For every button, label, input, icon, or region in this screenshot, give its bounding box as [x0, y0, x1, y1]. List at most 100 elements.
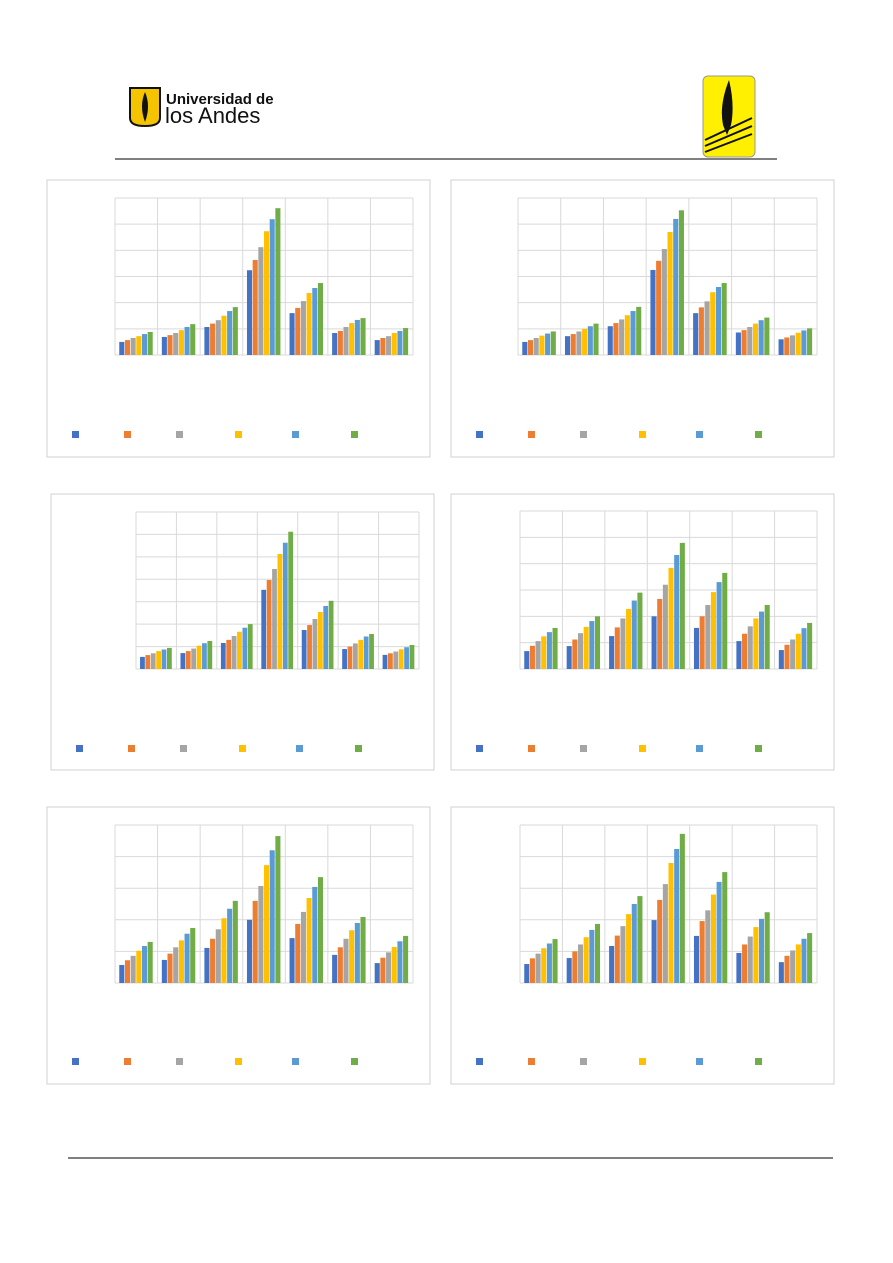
bar [277, 553, 283, 669]
legend-swatch [351, 431, 358, 438]
bar [231, 636, 237, 669]
bar [778, 962, 784, 983]
bar [180, 653, 186, 669]
bar [619, 319, 625, 355]
bar [704, 301, 710, 355]
chart-frame [46, 179, 431, 458]
bar [699, 616, 705, 669]
bar [141, 334, 148, 355]
bar [661, 249, 667, 355]
bar [807, 933, 813, 983]
legend-swatch [755, 1058, 762, 1065]
bar [282, 542, 288, 669]
legend-swatch [292, 1058, 299, 1065]
bar [741, 330, 747, 355]
bar [258, 885, 264, 983]
bar [667, 232, 673, 355]
legend-swatch [476, 431, 483, 438]
bar [594, 616, 601, 669]
bar [539, 335, 545, 355]
legend-swatch [76, 745, 83, 752]
bar [747, 936, 753, 983]
bar [572, 639, 578, 669]
bar [252, 260, 258, 355]
bar [343, 938, 349, 983]
bar [403, 328, 409, 355]
bar [637, 896, 643, 983]
bar [673, 218, 679, 355]
bar [354, 319, 360, 355]
legend-swatch [292, 431, 299, 438]
legend-swatch [528, 745, 535, 752]
bar [662, 884, 668, 983]
bar [790, 950, 796, 983]
bar [620, 926, 626, 983]
lab-logo-tree [721, 80, 733, 135]
university-logo: Universidad de los Andes [129, 87, 274, 128]
bar [609, 946, 615, 983]
lab-logo-rows [704, 117, 753, 153]
bar [552, 627, 558, 669]
bar [651, 920, 657, 983]
bar [246, 270, 253, 355]
bar [699, 921, 705, 983]
legend-swatch [176, 1058, 183, 1065]
bar [386, 952, 392, 983]
bar [589, 621, 595, 669]
bar [631, 600, 637, 669]
bar [637, 592, 643, 669]
bar [614, 935, 620, 983]
bar [630, 311, 636, 355]
bar [220, 642, 226, 669]
bar [594, 923, 601, 983]
bar [624, 315, 630, 355]
legend-swatch [296, 745, 303, 752]
bar [527, 340, 534, 355]
bar [570, 334, 576, 355]
logo-line2: los Andes [165, 103, 260, 128]
bar [404, 647, 409, 669]
bar [795, 633, 801, 669]
bar [535, 953, 541, 983]
bar [264, 231, 270, 355]
bar [668, 862, 674, 983]
bar [145, 655, 151, 669]
bar [156, 651, 162, 669]
bar [124, 340, 131, 355]
bar [300, 911, 306, 983]
bar [363, 636, 369, 669]
bar [651, 616, 657, 669]
bar [130, 337, 136, 355]
bar [626, 608, 632, 669]
bar [784, 955, 790, 983]
legend-swatch [755, 431, 762, 438]
legend-swatch [355, 745, 362, 752]
bar [237, 631, 242, 669]
legend-swatch [176, 431, 183, 438]
bar [119, 341, 125, 355]
bar [626, 914, 632, 983]
bar [246, 919, 253, 983]
bar [337, 947, 343, 983]
bar [801, 938, 807, 983]
chart [450, 806, 835, 1085]
bar [191, 648, 197, 669]
bar [369, 634, 374, 669]
bar [178, 330, 184, 355]
bar [312, 886, 318, 983]
bar [173, 947, 179, 983]
bar [566, 958, 572, 983]
bar [572, 951, 578, 983]
bar [210, 323, 216, 355]
bar [323, 605, 329, 669]
bar [269, 219, 275, 355]
bar [742, 633, 748, 669]
bar [275, 208, 281, 355]
bar [252, 900, 258, 983]
bar [784, 644, 790, 669]
bar [764, 317, 770, 355]
bar [288, 531, 294, 669]
bar [524, 964, 530, 983]
bar [380, 957, 386, 983]
